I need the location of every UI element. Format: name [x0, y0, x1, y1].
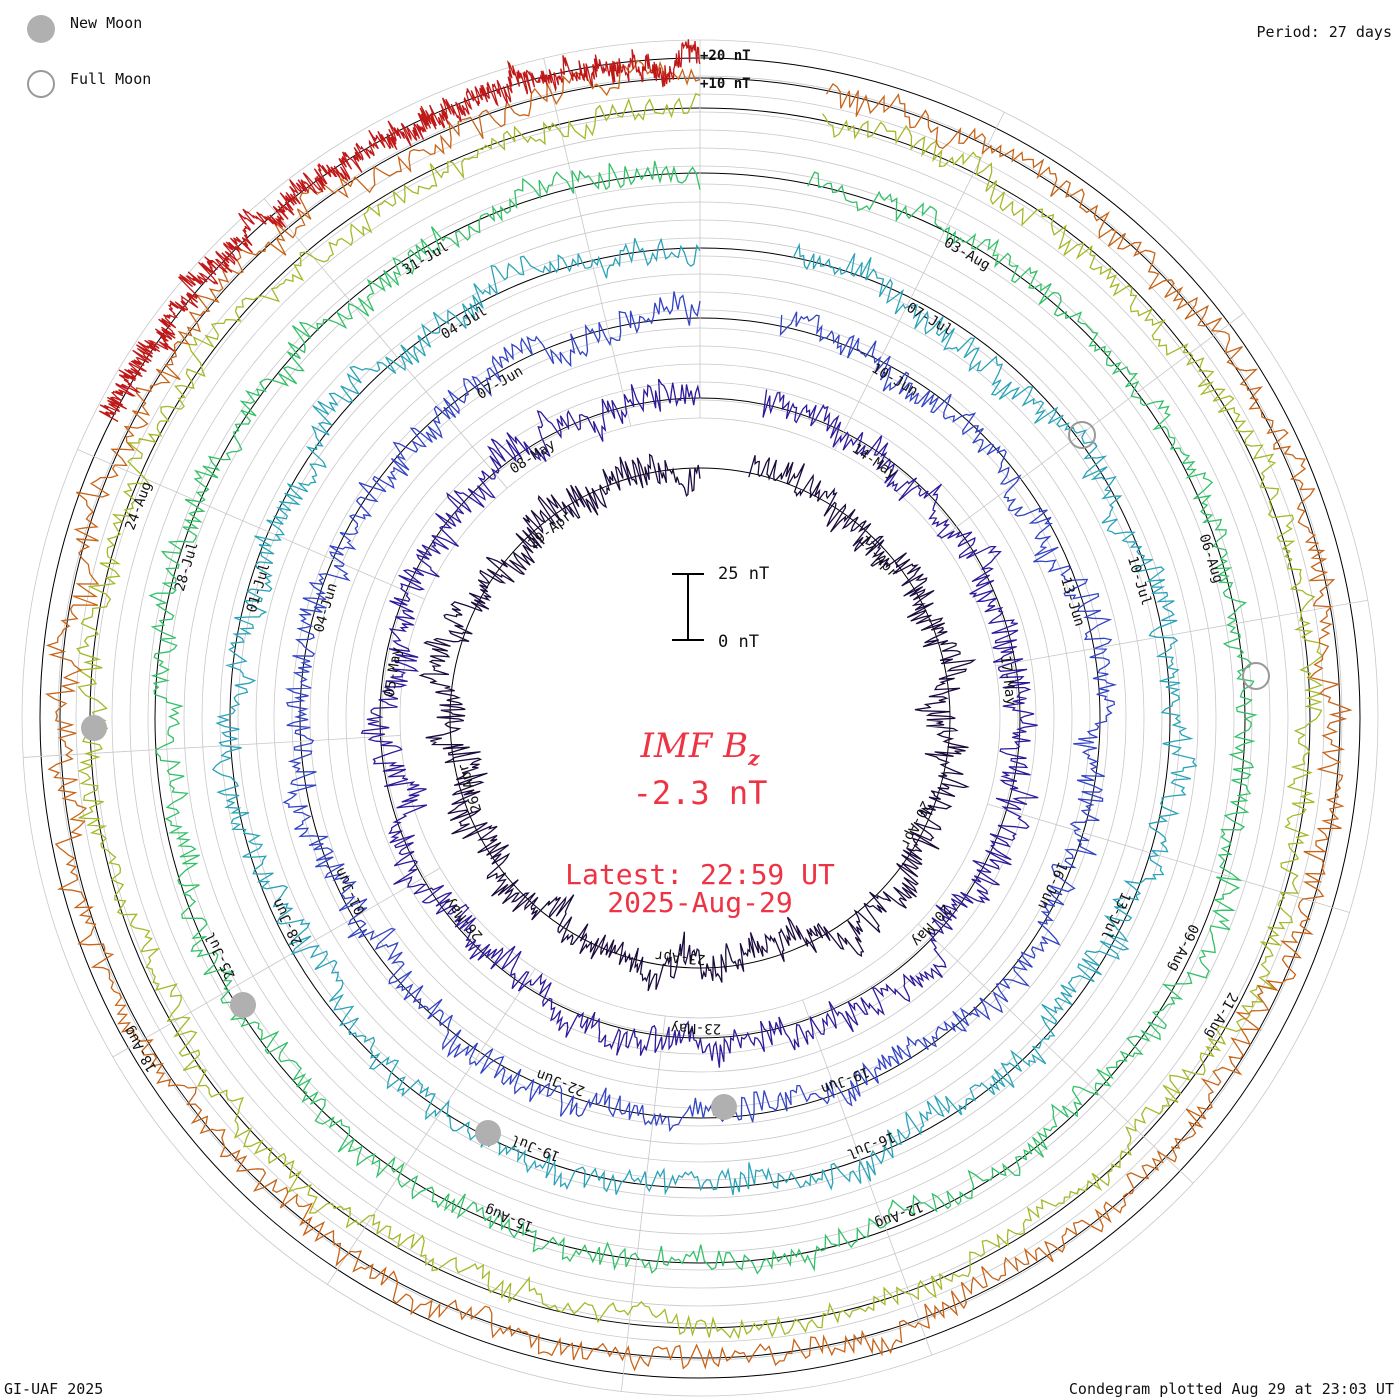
- grid-circle: [273, 291, 1127, 1145]
- day-spoke: [987, 803, 1350, 913]
- date-tick-label: 23-May: [670, 1020, 721, 1037]
- quantity-title: IMF Bz: [0, 726, 1400, 770]
- moon-markers: [81, 421, 1270, 1146]
- quantity-title-subscript: z: [748, 745, 760, 770]
- date-tick-label: 12-Aug: [872, 1198, 925, 1232]
- bz-trace-2025-Aug-19: [44, 59, 1353, 1372]
- date-tick-label: 17-May: [997, 654, 1019, 706]
- bz-trace-2025-Apr-06: [418, 453, 977, 992]
- quantity-title-main: IMF B: [640, 726, 749, 766]
- date-tick-label: 05-May: [382, 646, 405, 698]
- date-tick-label: 17-Apr: [855, 533, 901, 581]
- scale-bar-top-label: 25 nT: [718, 564, 770, 584]
- new-moon-marker: [711, 1094, 737, 1120]
- date-tick-label: 10-Jun: [869, 360, 921, 399]
- date-tick-label: 23-Apr: [654, 947, 706, 967]
- full-moon-legend-icon: [27, 70, 55, 98]
- new-moon-legend-label: New Moon: [70, 14, 143, 32]
- full-moon-marker: [1242, 662, 1270, 690]
- day-spoke: [77, 449, 425, 600]
- new-moon-marker: [81, 715, 107, 741]
- day-spoke: [543, 58, 632, 427]
- day-spoke: [327, 968, 536, 1285]
- day-spoke: [917, 923, 1194, 1184]
- grid-circle: [399, 417, 1001, 1019]
- bz-trace-2025-Aug-19: [98, 39, 701, 423]
- latest-time: Latest: 22:59 UT: [565, 858, 835, 891]
- date-tick-label: 24-Aug: [122, 479, 155, 532]
- day-spoke: [834, 111, 1005, 451]
- new-moon-marker: [475, 1120, 501, 1146]
- full-moon-legend-label: Full Moon: [70, 70, 152, 88]
- date-tick-label: 22-Jun: [534, 1066, 587, 1099]
- date-tick-label: 19-Jul: [509, 1131, 562, 1164]
- day-spoke: [112, 867, 441, 1058]
- data-traces: [44, 39, 1353, 1372]
- latest-date: 2025-Aug-29: [607, 886, 793, 919]
- ring-scale-plus10: +10 nT: [700, 76, 751, 92]
- current-value: -2.3 nT: [632, 774, 768, 812]
- bz-trace-2025-May-30: [282, 291, 1118, 1133]
- bz-trace-2025-Jun-26: [211, 237, 1198, 1196]
- day-spoke: [995, 599, 1368, 667]
- new-moon-marker: [230, 992, 256, 1018]
- day-spoke: [620, 1015, 666, 1392]
- day-spoke: [802, 999, 933, 1356]
- credit-label: GI-UAF 2025: [4, 1380, 104, 1398]
- day-spoke: [263, 198, 508, 489]
- new-moon-legend-icon: [27, 15, 55, 43]
- plotted-label: Condegram plotted Aug 29 at 23:03 UT: [1068, 1380, 1394, 1398]
- day-spokes: [23, 40, 1368, 1392]
- bz-trace-2025-May-03: [360, 378, 1039, 1068]
- ring-scale-plus20: +20 nT: [700, 48, 751, 64]
- bz-trace-2025-Jul-23: [148, 160, 1258, 1275]
- full-moon-marker: [1068, 421, 1096, 449]
- scale-bar: [672, 573, 704, 641]
- date-tick-label: 07-Jul: [904, 300, 956, 339]
- scale-bar-bottom-label: 0 nT: [718, 632, 759, 652]
- period-label: Period: 27 days: [1256, 23, 1392, 41]
- bz-trace-2025-Aug-19: [76, 92, 1324, 1340]
- grid-circle: [309, 327, 1091, 1109]
